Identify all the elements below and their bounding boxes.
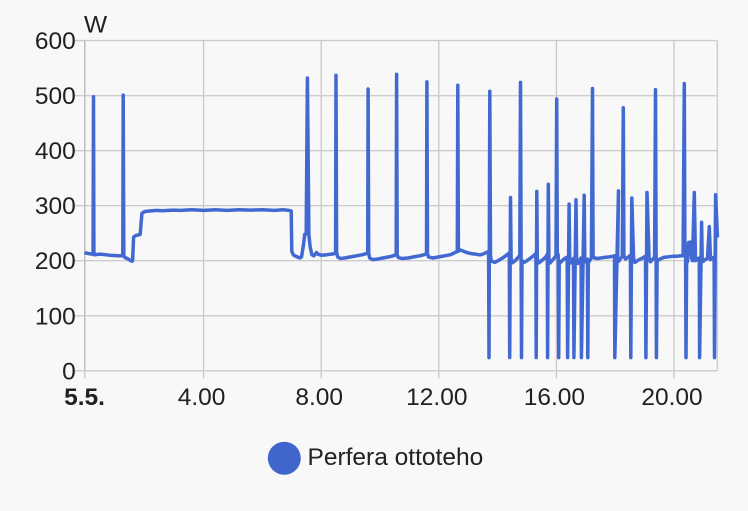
svg-text:100: 100 [35,303,76,330]
svg-text:500: 500 [35,83,76,110]
svg-text:300: 300 [35,193,76,220]
svg-text:Perfera ottoteho: Perfera ottoteho [308,444,484,471]
svg-text:200: 200 [35,248,76,275]
svg-text:16.00: 16.00 [524,384,585,411]
svg-text:W: W [84,12,108,39]
svg-text:400: 400 [35,138,76,165]
svg-text:600: 600 [35,28,76,55]
svg-text:5.5.: 5.5. [64,384,105,411]
svg-text:0: 0 [62,358,76,385]
svg-text:20.00: 20.00 [641,384,702,411]
svg-text:4.00: 4.00 [178,384,226,411]
svg-text:8.00: 8.00 [295,384,343,411]
svg-text:12.00: 12.00 [406,384,467,411]
